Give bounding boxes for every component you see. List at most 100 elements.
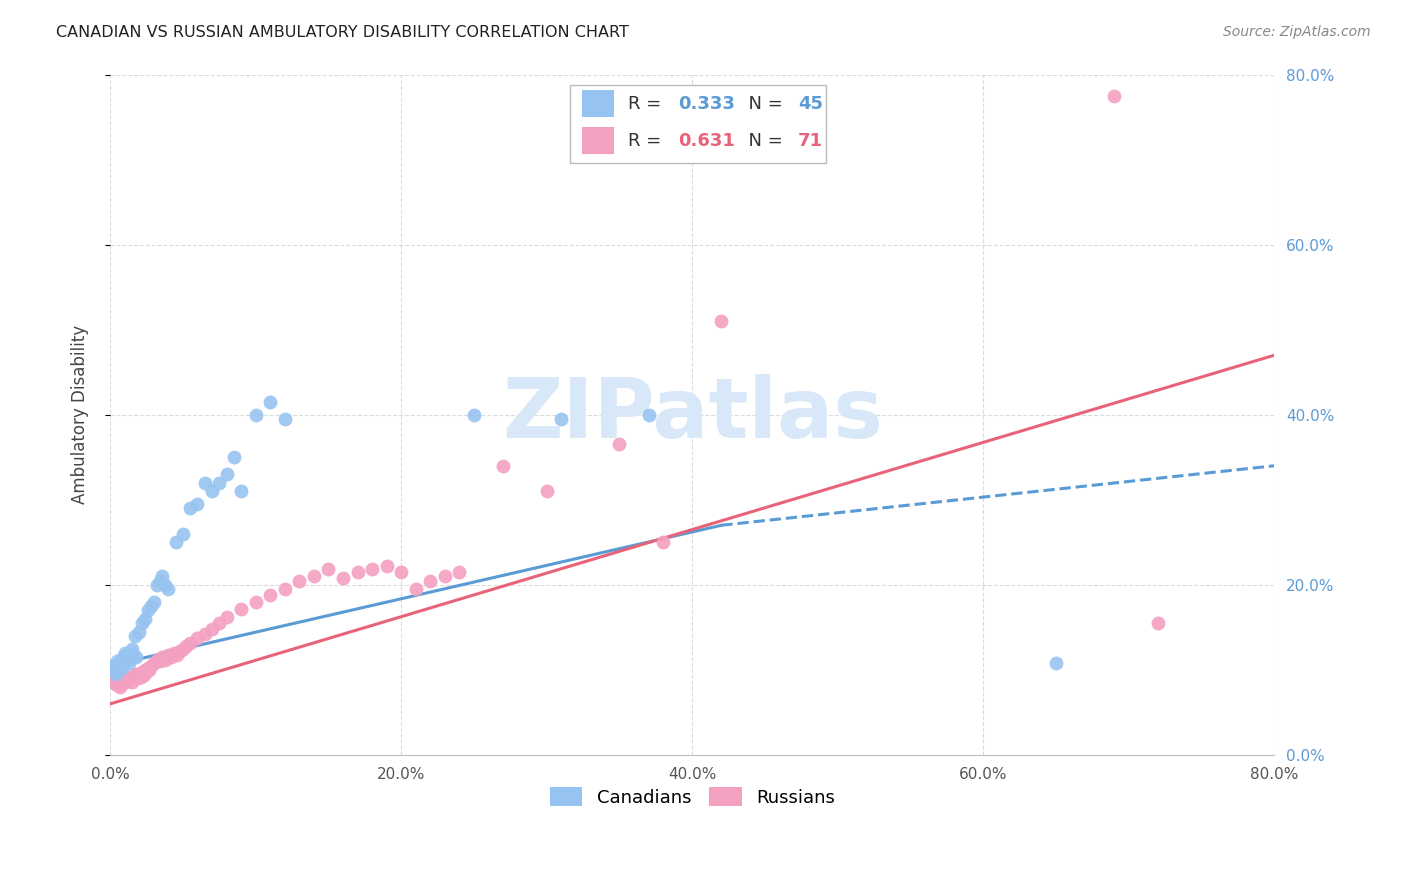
FancyBboxPatch shape	[569, 85, 827, 163]
Point	[111, 661, 134, 675]
Point	[136, 603, 159, 617]
Point	[111, 671, 134, 685]
Point	[259, 588, 281, 602]
Point	[405, 582, 427, 596]
Point	[104, 673, 127, 687]
Point	[134, 612, 156, 626]
Point	[128, 667, 150, 681]
Point	[101, 663, 124, 677]
Text: CANADIAN VS RUSSIAN AMBULATORY DISABILITY CORRELATION CHART: CANADIAN VS RUSSIAN AMBULATORY DISABILIT…	[56, 25, 628, 40]
Point	[127, 671, 149, 685]
Point	[332, 571, 354, 585]
Text: 0.631: 0.631	[678, 131, 735, 150]
Point	[120, 650, 142, 665]
Point	[208, 616, 231, 631]
Point	[222, 450, 245, 465]
Point	[139, 599, 162, 613]
Point	[163, 646, 186, 660]
Text: 71: 71	[799, 131, 824, 150]
Point	[245, 408, 267, 422]
Point	[259, 395, 281, 409]
Point	[107, 674, 129, 689]
Point	[1104, 88, 1126, 103]
Bar	[582, 127, 614, 154]
Point	[112, 673, 135, 687]
Point	[118, 656, 141, 670]
Point	[174, 639, 197, 653]
Text: R =: R =	[628, 95, 668, 112]
Point	[139, 658, 162, 673]
Point	[449, 565, 471, 579]
Point	[122, 648, 145, 662]
Point	[105, 670, 128, 684]
Point	[104, 667, 127, 681]
Point	[389, 565, 412, 579]
Point	[288, 574, 311, 588]
Point	[346, 565, 368, 579]
Point	[169, 644, 191, 658]
Point	[145, 578, 167, 592]
Point	[179, 635, 201, 649]
Point	[215, 467, 238, 482]
Point	[157, 648, 180, 662]
Point	[107, 663, 129, 677]
Point	[155, 653, 177, 667]
Point	[157, 582, 180, 596]
Bar	[582, 90, 614, 118]
Point	[160, 650, 183, 665]
Point	[229, 601, 252, 615]
Point	[103, 675, 125, 690]
Point	[117, 671, 139, 685]
Point	[105, 678, 128, 692]
Point	[201, 622, 224, 636]
Point	[125, 667, 148, 681]
Point	[186, 497, 208, 511]
Legend: Canadians, Russians: Canadians, Russians	[543, 780, 842, 814]
Point	[110, 656, 132, 670]
Text: ZIPatlas: ZIPatlas	[502, 375, 883, 455]
Point	[302, 569, 325, 583]
Point	[433, 569, 456, 583]
Point	[136, 661, 159, 675]
Point	[172, 641, 194, 656]
Point	[121, 641, 143, 656]
Point	[110, 680, 132, 694]
Point	[1147, 616, 1170, 631]
Point	[117, 648, 139, 662]
Point	[148, 574, 170, 588]
Point	[550, 412, 572, 426]
Point	[165, 535, 187, 549]
Text: 0.333: 0.333	[678, 95, 735, 112]
Point	[129, 670, 152, 684]
Point	[135, 665, 157, 679]
Text: Source: ZipAtlas.com: Source: ZipAtlas.com	[1223, 25, 1371, 39]
Point	[166, 648, 188, 662]
Text: N =: N =	[737, 131, 787, 150]
Point	[145, 653, 167, 667]
Text: R =: R =	[628, 131, 668, 150]
Point	[115, 674, 138, 689]
Point	[100, 667, 122, 681]
Point	[318, 562, 340, 576]
Point	[710, 314, 733, 328]
Point	[131, 616, 153, 631]
Point	[111, 676, 134, 690]
Point	[115, 653, 138, 667]
Point	[132, 668, 155, 682]
Point	[114, 670, 136, 684]
Point	[138, 663, 160, 677]
Y-axis label: Ambulatory Disability: Ambulatory Disability	[72, 326, 89, 504]
Point	[124, 629, 146, 643]
Point	[152, 650, 174, 665]
Point	[142, 595, 165, 609]
Point	[103, 658, 125, 673]
Point	[172, 526, 194, 541]
Point	[652, 535, 675, 549]
Point	[131, 665, 153, 679]
Point	[492, 458, 515, 473]
Point	[105, 654, 128, 668]
Point	[536, 484, 558, 499]
Point	[637, 408, 659, 422]
Point	[208, 475, 231, 490]
Point	[215, 610, 238, 624]
